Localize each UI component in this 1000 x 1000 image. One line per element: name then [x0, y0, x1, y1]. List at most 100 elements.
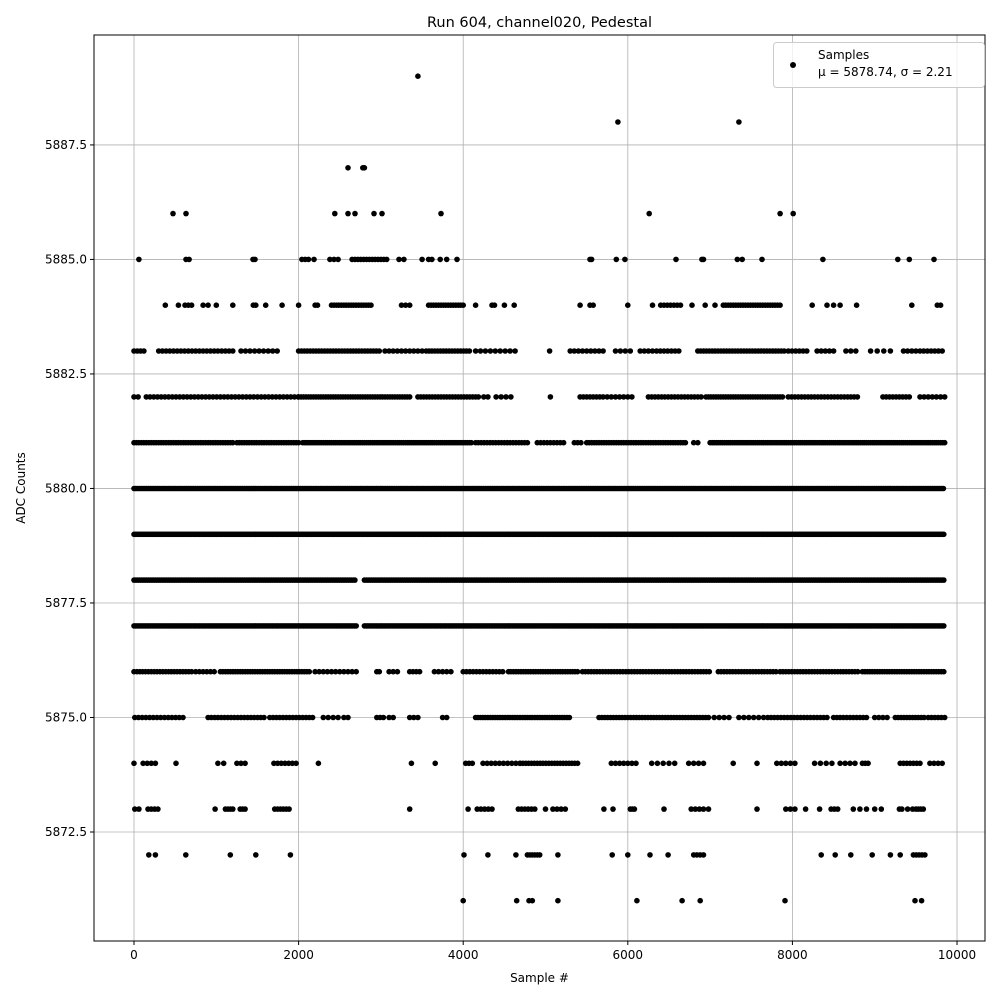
- data-point: [604, 394, 610, 400]
- data-point: [627, 348, 634, 354]
- data-point: [705, 806, 712, 812]
- data-point: [215, 760, 221, 767]
- data-point: [402, 348, 409, 354]
- data-point: [842, 760, 848, 767]
- data-point: [682, 439, 689, 446]
- data-point: [361, 165, 368, 171]
- data-point: [252, 256, 258, 263]
- data-point: [320, 668, 327, 675]
- data-point: [443, 668, 450, 675]
- data-point: [496, 760, 503, 767]
- legend-box: [773, 42, 985, 88]
- data-point: [439, 714, 446, 721]
- data-point: [429, 256, 435, 263]
- data-point: [481, 394, 487, 400]
- data-point: [695, 439, 701, 446]
- data-point: [852, 760, 858, 767]
- data-point: [152, 852, 159, 858]
- data-point: [487, 348, 494, 354]
- data-point: [857, 806, 863, 812]
- data-point: [588, 256, 595, 263]
- data-point: [622, 348, 629, 354]
- data-point: [941, 439, 948, 446]
- data-point: [716, 714, 722, 721]
- data-points: [131, 73, 948, 904]
- data-point: [390, 348, 397, 354]
- data-point: [394, 348, 401, 354]
- data-point: [379, 210, 385, 217]
- data-point: [843, 348, 849, 354]
- data-point: [579, 348, 586, 354]
- data-point: [493, 394, 499, 400]
- data-point: [588, 348, 594, 354]
- data-point: [929, 394, 936, 400]
- data-point: [700, 852, 707, 858]
- data-point: [306, 668, 313, 675]
- data-point: [256, 348, 262, 354]
- data-point: [311, 256, 317, 263]
- data-point: [649, 348, 656, 354]
- data-point: [406, 348, 413, 354]
- data-point: [863, 714, 870, 721]
- data-point: [690, 760, 697, 767]
- data-point: [492, 760, 499, 767]
- data-point: [754, 806, 760, 812]
- data-point: [186, 256, 192, 263]
- data-point: [920, 806, 927, 812]
- data-point: [698, 394, 704, 400]
- data-point: [848, 348, 854, 354]
- data-point: [386, 668, 392, 675]
- data-point: [230, 348, 236, 354]
- data-point: [931, 256, 937, 263]
- data-point: [625, 760, 631, 767]
- data-point: [353, 623, 360, 629]
- data-point: [262, 302, 269, 309]
- data-point: [431, 668, 438, 675]
- data-point: [460, 302, 467, 309]
- x-axis-label: Sample #: [510, 971, 569, 985]
- data-point: [220, 760, 227, 767]
- data-point: [730, 760, 736, 767]
- data-point: [498, 394, 504, 400]
- data-point: [312, 668, 318, 675]
- data-point: [871, 806, 878, 812]
- data-point: [316, 668, 323, 675]
- data-point: [685, 760, 692, 767]
- y-tick-label: 5880.0: [45, 481, 87, 495]
- data-point: [513, 852, 519, 858]
- data-point: [558, 806, 564, 812]
- data-point: [939, 348, 945, 354]
- data-point: [472, 302, 479, 309]
- data-point: [921, 714, 927, 721]
- data-point: [173, 760, 179, 767]
- data-point: [904, 348, 911, 354]
- data-point: [897, 852, 903, 858]
- data-point: [661, 806, 667, 812]
- data-point: [880, 714, 886, 721]
- data-point: [227, 852, 234, 858]
- data-point: [406, 394, 413, 400]
- data-point: [136, 806, 142, 812]
- data-point: [415, 348, 421, 354]
- data-point: [937, 302, 944, 309]
- data-point: [906, 394, 913, 400]
- data-point: [641, 348, 648, 354]
- data-point: [726, 714, 732, 721]
- data-point: [454, 256, 460, 263]
- data-point: [212, 806, 218, 812]
- data-point: [671, 760, 678, 767]
- data-point: [601, 806, 607, 812]
- data-point: [575, 348, 582, 354]
- data-point: [305, 256, 312, 263]
- data-point: [778, 760, 785, 767]
- data-point: [688, 806, 694, 812]
- data-point: [230, 302, 236, 309]
- data-point: [508, 394, 514, 400]
- data-point: [654, 760, 661, 767]
- data-point: [631, 806, 638, 812]
- data-point: [146, 852, 152, 858]
- x-tick-label: 0: [130, 948, 138, 962]
- data-point: [649, 302, 656, 309]
- data-point: [234, 760, 240, 767]
